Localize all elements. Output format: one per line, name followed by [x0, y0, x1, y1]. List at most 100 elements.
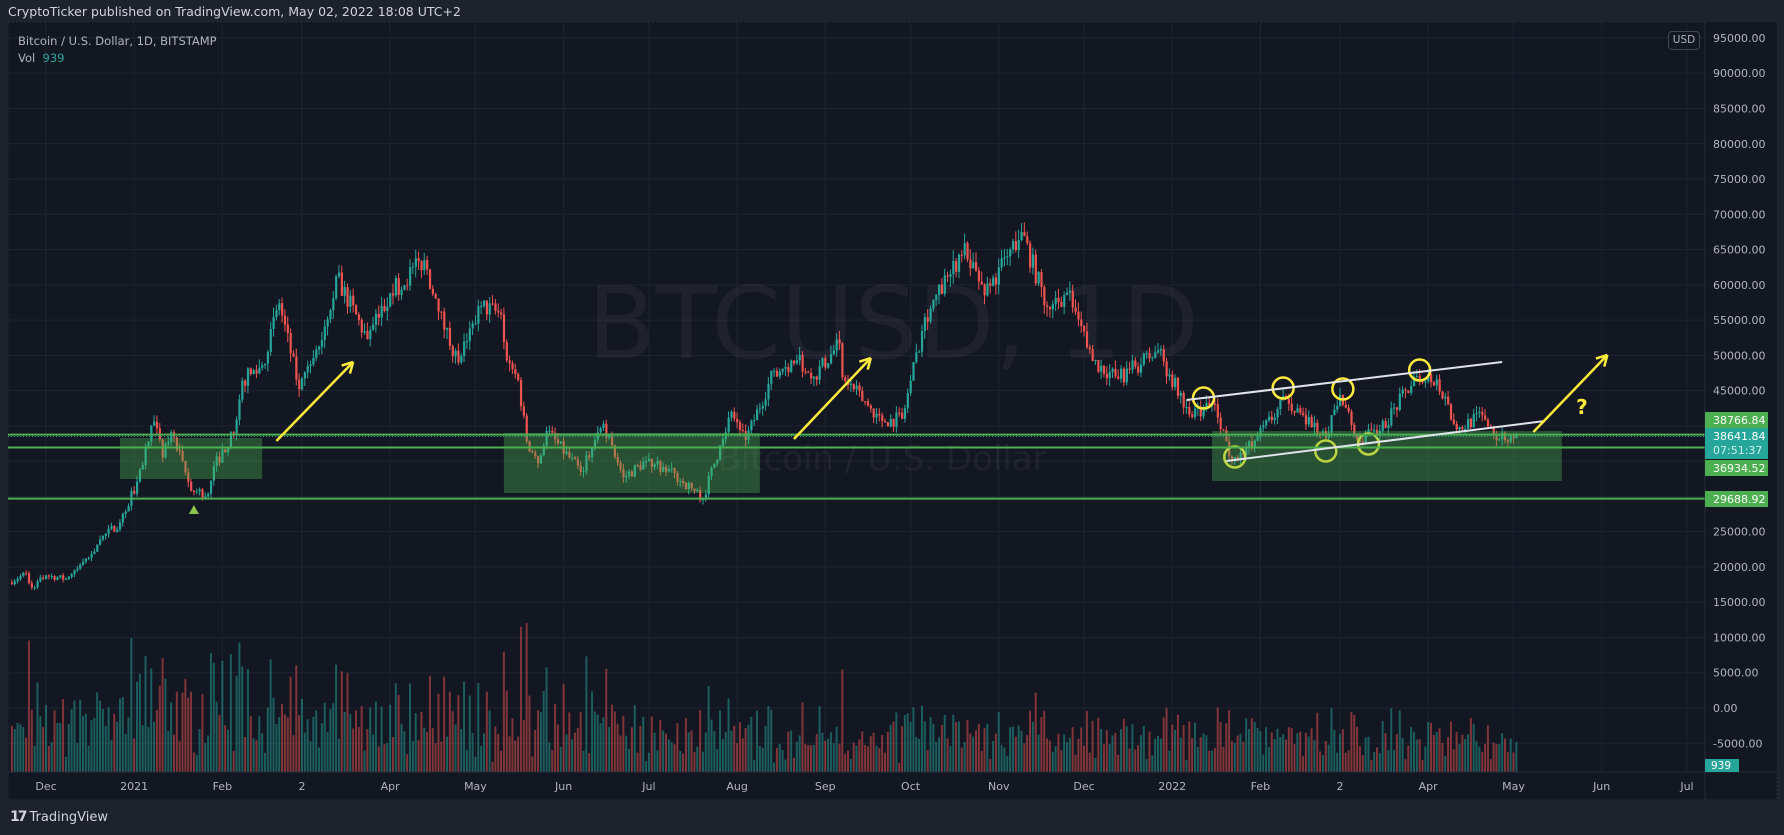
time-tick-label: Nov: [988, 780, 1010, 793]
candle-body: [673, 468, 676, 474]
candle-body: [394, 278, 398, 296]
candle: [1085, 322, 1089, 349]
volume-bar: [494, 726, 497, 772]
candle-body: [232, 432, 235, 434]
time-tick-label: Sep: [815, 780, 836, 793]
candle-body: [1395, 407, 1399, 410]
volume-bar: [1327, 744, 1330, 772]
candle: [1267, 411, 1271, 423]
candle: [25, 570, 28, 576]
volume-legend[interactable]: Vol 939: [18, 50, 217, 67]
candle-body: [758, 408, 762, 410]
volume-bar: [1418, 739, 1421, 772]
candle: [539, 453, 543, 465]
tradingview-logo-icon[interactable]: 17: [10, 809, 28, 825]
candle: [1108, 364, 1111, 387]
candle-body: [263, 363, 267, 366]
volume-bar: [25, 737, 28, 772]
volume-bar: [354, 710, 357, 772]
volume-bar: [1361, 755, 1364, 772]
candle: [101, 535, 105, 542]
volume-bar: [84, 713, 87, 772]
candle-body: [1051, 304, 1054, 310]
candle-body: [326, 319, 329, 327]
candle: [79, 562, 82, 571]
candle-body: [901, 412, 904, 419]
candle-body: [391, 293, 395, 296]
candle: [414, 249, 417, 278]
candle-body: [966, 243, 969, 260]
candle: [1097, 359, 1100, 374]
price-axis[interactable]: [1705, 22, 1777, 772]
volume-bar: [847, 750, 850, 772]
volume-bar: [758, 746, 761, 772]
candle: [878, 408, 881, 422]
candle-body: [10, 582, 14, 585]
volume-bar: [477, 682, 480, 772]
candle-body: [855, 385, 858, 390]
candle-body: [881, 415, 884, 421]
arrow-head-icon: [348, 361, 355, 374]
candle: [1464, 424, 1467, 434]
candle-body: [585, 455, 588, 472]
candle-body: [1336, 405, 1339, 410]
candle: [832, 344, 835, 356]
candle-body: [889, 418, 892, 427]
candle: [1307, 410, 1310, 428]
candle: [1404, 387, 1407, 399]
price-tick-label: 55000.00: [1713, 314, 1766, 327]
volume-bar: [576, 727, 579, 772]
volume-bar: [372, 734, 375, 772]
volume-bar: [1290, 728, 1293, 772]
volume-bar: [1387, 750, 1390, 772]
candle-body: [770, 370, 773, 384]
candle-body: [403, 285, 406, 290]
candle: [241, 377, 244, 403]
volume-bar: [352, 728, 355, 772]
candle-body: [1333, 409, 1336, 416]
candle-body: [1185, 407, 1188, 409]
candle: [852, 383, 855, 392]
candle: [955, 257, 958, 278]
volume-bar: [1353, 714, 1356, 772]
candle: [99, 535, 102, 546]
volume-bar: [207, 735, 210, 772]
volume-bar: [1515, 741, 1518, 772]
volume-bar: [502, 651, 505, 772]
volume-bar: [892, 721, 895, 772]
candle-body: [1034, 254, 1037, 284]
volume-bar: [781, 750, 784, 772]
volume-bar: [1250, 718, 1253, 772]
candle-body: [1222, 429, 1225, 431]
price-tick-label: 95000.00: [1713, 32, 1766, 45]
brand-name[interactable]: TradingView: [29, 809, 109, 825]
volume-bar: [1452, 749, 1455, 772]
candle-body: [858, 385, 861, 391]
volume-bar: [1256, 727, 1259, 772]
candle: [192, 489, 196, 496]
candle: [1279, 398, 1282, 416]
volume-bar: [252, 738, 255, 772]
candle-body: [101, 535, 105, 540]
candle: [1469, 417, 1473, 429]
candle: [224, 448, 227, 453]
volume-bar: [87, 745, 90, 772]
candle-body: [420, 260, 423, 271]
candle: [727, 411, 730, 434]
volume-bar: [508, 736, 511, 772]
currency-button[interactable]: USD: [1668, 31, 1700, 50]
candle-body: [821, 357, 824, 367]
volume-bar: [468, 695, 471, 772]
candle: [178, 443, 181, 456]
candle: [39, 574, 42, 583]
price-tick-label: -5000.00: [1713, 737, 1762, 750]
candle-body: [181, 451, 184, 462]
symbol-title[interactable]: Bitcoin / U.S. Dollar, 1D, BITSTAMP: [18, 34, 217, 48]
volume-bar: [775, 747, 778, 772]
candle: [1176, 376, 1180, 400]
candle-body: [96, 544, 99, 552]
candle-body: [1267, 416, 1271, 421]
volume-bar: [1421, 759, 1424, 772]
candle-body: [1358, 439, 1362, 442]
